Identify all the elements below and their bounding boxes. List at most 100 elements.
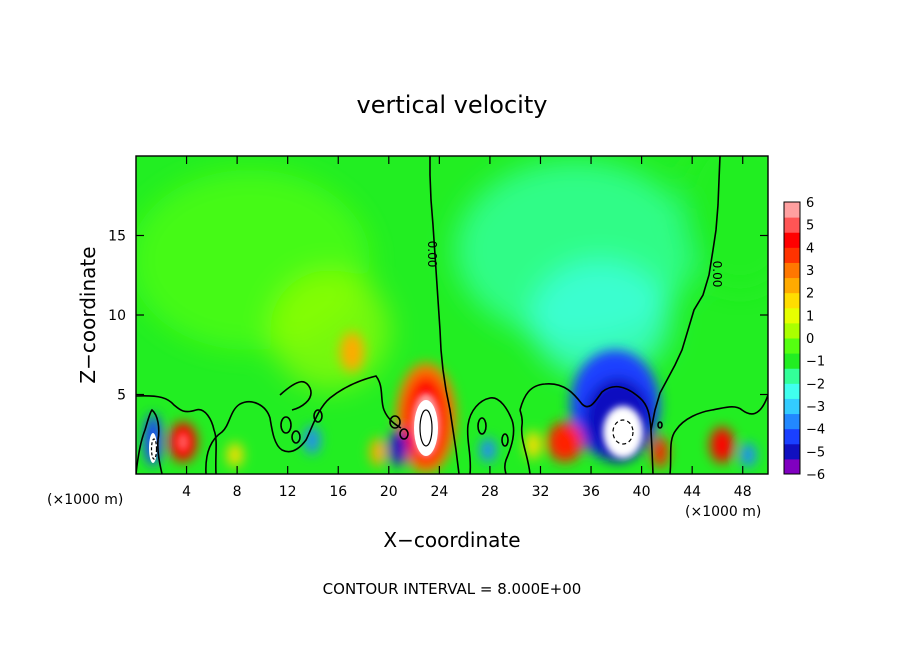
z-axis-ticks: 5 10 15 bbox=[108, 229, 768, 404]
zero-contour-loop-b bbox=[466, 397, 515, 474]
x-unit-label-right: (×1000 m) bbox=[685, 504, 761, 520]
colorbar-label: 6 bbox=[806, 196, 814, 211]
updraft-cell-34km bbox=[547, 422, 583, 462]
colorbar-swatch bbox=[784, 413, 800, 430]
x-tick-label: 48 bbox=[734, 484, 752, 500]
colorbar-label: 5 bbox=[806, 219, 814, 234]
zero-contour-loop-f bbox=[136, 408, 163, 474]
x-tick-label: 12 bbox=[279, 484, 297, 500]
contour-interval-text: CONTOUR INTERVAL = 8.000E+00 bbox=[323, 580, 582, 598]
colorbar-swatch bbox=[784, 338, 800, 354]
colorbar-swatch bbox=[784, 262, 800, 279]
colorbar-label: −5 bbox=[806, 445, 825, 460]
colorbar-label: 1 bbox=[806, 309, 814, 324]
background-downdraft-right-core bbox=[530, 260, 670, 380]
colorbar-swatch bbox=[784, 247, 800, 263]
colorbar-swatch bbox=[784, 398, 800, 415]
downdraft-cell-48km bbox=[740, 443, 756, 467]
small-contour-loop-6 bbox=[477, 417, 487, 435]
colorbar-label: 2 bbox=[806, 287, 814, 302]
contour-lines bbox=[136, 156, 768, 474]
colorbar-label: −2 bbox=[806, 377, 825, 392]
zero-contour-loop-c bbox=[519, 383, 652, 431]
updraft-cell-20km bbox=[370, 438, 386, 466]
updraft-cell-41km bbox=[652, 436, 668, 468]
updraft-cell-46km bbox=[710, 427, 734, 463]
small-contour-loop-4 bbox=[389, 415, 401, 429]
downdraft-peak-contour-38km bbox=[612, 419, 634, 445]
updraft-core-peak-23km bbox=[414, 400, 438, 456]
colorbar-swatch bbox=[784, 292, 800, 309]
updraft-cell-17km bbox=[340, 332, 364, 372]
colorbar-swatch bbox=[784, 232, 800, 248]
x-tick-label: 32 bbox=[532, 484, 550, 500]
x-tick-label: 8 bbox=[233, 484, 242, 500]
chart-title: vertical velocity bbox=[357, 91, 548, 119]
x-tick-label: 4 bbox=[182, 484, 191, 500]
x-axis-title: X−coordinate bbox=[383, 528, 520, 552]
z-tick-label: 15 bbox=[108, 229, 126, 245]
z-tick-label: 5 bbox=[117, 388, 126, 404]
colorbar-swatch bbox=[784, 428, 800, 445]
colorbar-swatch bbox=[784, 383, 800, 399]
downdraft-cell-21km bbox=[388, 430, 408, 466]
contour-label-right: 0.00 bbox=[710, 261, 724, 288]
updraft-core-4km bbox=[177, 433, 189, 451]
zero-contour-lower-boundary bbox=[136, 395, 217, 474]
zero-contour-loop-d bbox=[519, 409, 531, 474]
z-tick-label: 10 bbox=[108, 308, 126, 324]
small-contour-loop-1 bbox=[280, 416, 292, 434]
colorbar-label: −1 bbox=[806, 355, 825, 370]
colorbar-frame bbox=[783, 201, 801, 475]
downdraft-cell-14km bbox=[304, 426, 320, 454]
small-contour-loop-7 bbox=[501, 433, 509, 447]
colorbar-label: −3 bbox=[806, 400, 825, 415]
zero-contour-loop-e bbox=[669, 394, 768, 474]
small-contour-loop-2 bbox=[291, 430, 301, 444]
x-tick-label: 44 bbox=[683, 484, 701, 500]
zero-contour-right-column bbox=[650, 156, 721, 474]
x-tick-label: 40 bbox=[633, 484, 651, 500]
colorbar-label: 3 bbox=[806, 264, 814, 279]
downdraft-core-peak-1km bbox=[149, 433, 157, 463]
updraft-cell-31km bbox=[525, 431, 541, 459]
colorbar-label: 0 bbox=[806, 332, 814, 347]
colorbar-label: 4 bbox=[806, 241, 814, 256]
colorbar-label: −6 bbox=[806, 468, 825, 483]
colorbar-swatch bbox=[784, 322, 800, 339]
x-tick-label: 28 bbox=[481, 484, 499, 500]
zero-contour-left-column bbox=[429, 156, 460, 474]
zero-contour-loop-a bbox=[279, 380, 312, 411]
colorbar-swatch bbox=[784, 353, 800, 369]
background-upper-right-band bbox=[680, 156, 768, 290]
z-axis-title: Z−coordinate bbox=[76, 246, 100, 383]
colorbar-swatch bbox=[784, 458, 800, 475]
contour-label-left: 0.00 bbox=[425, 241, 439, 268]
x-tick-label: 24 bbox=[430, 484, 448, 500]
x-axis-ticks: 4 8 12 16 20 24 28 32 36 40 44 48 bbox=[182, 156, 752, 500]
downdraft-peak-contour-1km bbox=[150, 438, 158, 460]
downdraft-core-38km bbox=[603, 406, 643, 458]
x-tick-label: 36 bbox=[582, 484, 600, 500]
x-tick-label: 16 bbox=[329, 484, 347, 500]
small-contour-loop-3 bbox=[313, 409, 323, 423]
small-contour-loop-5 bbox=[399, 428, 409, 440]
x-unit-label-left: (×1000 m) bbox=[47, 492, 123, 508]
x-tick-label: 20 bbox=[380, 484, 398, 500]
updraft-cell-9km bbox=[227, 443, 243, 467]
updraft-peak-contour-23km bbox=[419, 409, 433, 447]
colorbar-swatch bbox=[784, 202, 800, 218]
downdraft-cell-28km bbox=[480, 438, 496, 462]
background-updraft-mid bbox=[270, 270, 390, 390]
plot-field: 0.00 0.00 bbox=[136, 156, 768, 474]
colorbar-swatch bbox=[784, 368, 800, 384]
colorbar-swatch bbox=[784, 443, 800, 460]
colorbar: 6 5 4 3 2 1 0 −1 −2 −3 −4 −5 −6 bbox=[783, 196, 825, 483]
colorbar-swatch bbox=[784, 217, 800, 233]
colorbar-swatch bbox=[784, 277, 800, 294]
zero-contour-lower-left-lobes bbox=[205, 375, 402, 474]
colorbar-label: −4 bbox=[806, 423, 825, 438]
colorbar-swatch bbox=[784, 307, 800, 324]
small-contour-loop-8 bbox=[657, 421, 663, 429]
